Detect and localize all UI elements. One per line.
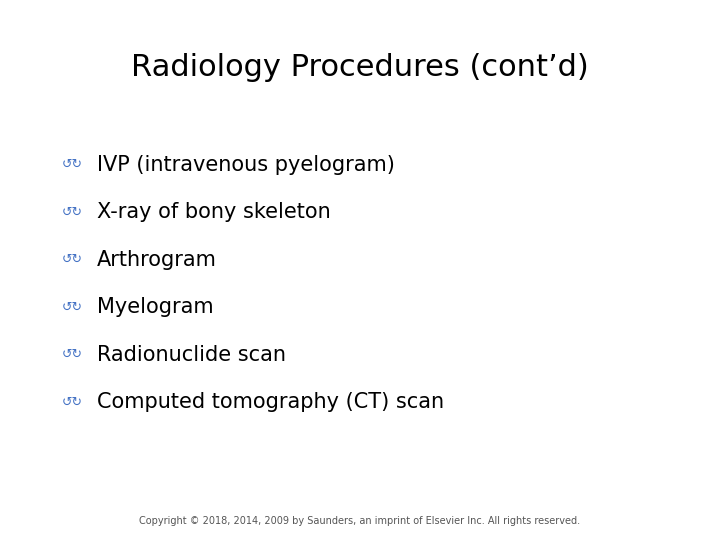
Text: ↺↻: ↺↻	[61, 301, 83, 314]
Text: X-ray of bony skeleton: X-ray of bony skeleton	[97, 202, 331, 222]
Text: Copyright © 2018, 2014, 2009 by Saunders, an imprint of Elsevier Inc. All rights: Copyright © 2018, 2014, 2009 by Saunders…	[140, 516, 580, 526]
Text: ↺↻: ↺↻	[61, 253, 83, 266]
Text: ↺↻: ↺↻	[61, 206, 83, 219]
Text: Computed tomography (CT) scan: Computed tomography (CT) scan	[97, 392, 444, 413]
Text: ↺↻: ↺↻	[61, 158, 83, 171]
Text: Radionuclide scan: Radionuclide scan	[97, 345, 287, 365]
Text: Arthrogram: Arthrogram	[97, 249, 217, 270]
Text: Radiology Procedures (cont’d): Radiology Procedures (cont’d)	[131, 53, 589, 82]
Text: ↺↻: ↺↻	[61, 396, 83, 409]
Text: ↺↻: ↺↻	[61, 348, 83, 361]
Text: IVP (intravenous pyelogram): IVP (intravenous pyelogram)	[97, 154, 395, 175]
Text: Myelogram: Myelogram	[97, 297, 214, 318]
